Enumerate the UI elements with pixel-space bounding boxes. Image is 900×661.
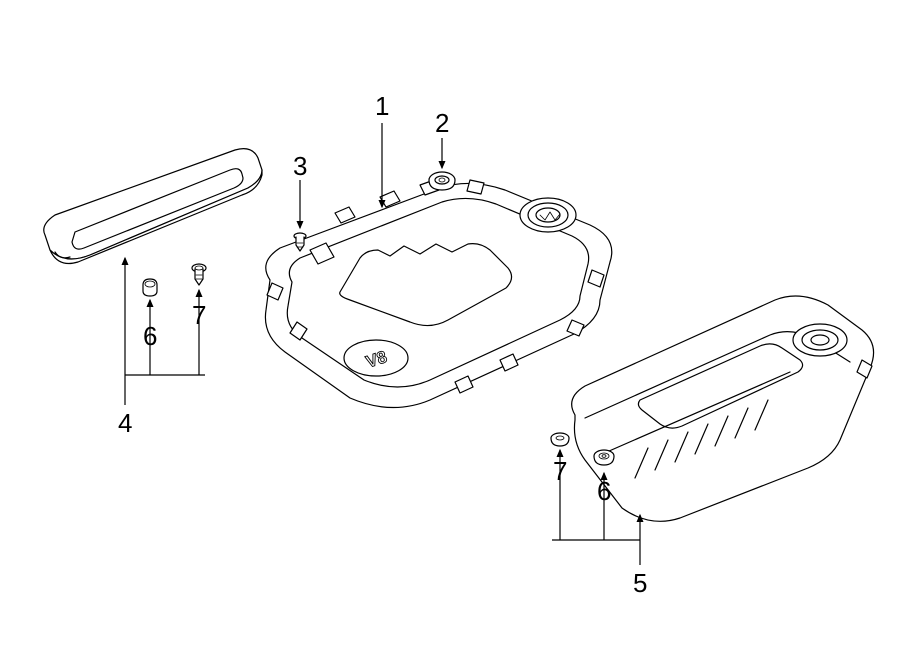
callout-1: 1 — [375, 91, 389, 207]
callout-6-left-label: 6 — [143, 321, 157, 351]
callout-5-label: 5 — [633, 568, 647, 598]
callout-3-label: 3 — [293, 151, 307, 181]
left-trim-cover — [44, 149, 262, 264]
callout-1-label: 1 — [375, 91, 389, 121]
callout-2: 2 — [435, 108, 449, 168]
callout-7-right-label: 7 — [553, 456, 567, 486]
center-cover-emblem — [520, 198, 576, 232]
callout-2-label: 2 — [435, 108, 449, 138]
center-engine-cover: V8 — [265, 180, 611, 408]
callout-6-right-label: 6 — [597, 476, 611, 506]
callout-3: 3 — [293, 151, 307, 228]
clip-left — [143, 279, 157, 296]
callout-4-label: 4 — [118, 408, 132, 438]
bolt-left — [192, 264, 206, 285]
v8-badge: V8 — [344, 340, 408, 376]
callout-4-group: 4 6 7 — [118, 258, 206, 438]
grommet-top — [429, 172, 455, 190]
parts-diagram: V8 — [0, 0, 900, 661]
callout-7-left-label: 7 — [192, 300, 206, 330]
right-engine-cover — [572, 296, 874, 521]
bolt-right — [551, 433, 569, 446]
right-cover-cap — [793, 324, 847, 356]
clip-right — [594, 450, 614, 465]
